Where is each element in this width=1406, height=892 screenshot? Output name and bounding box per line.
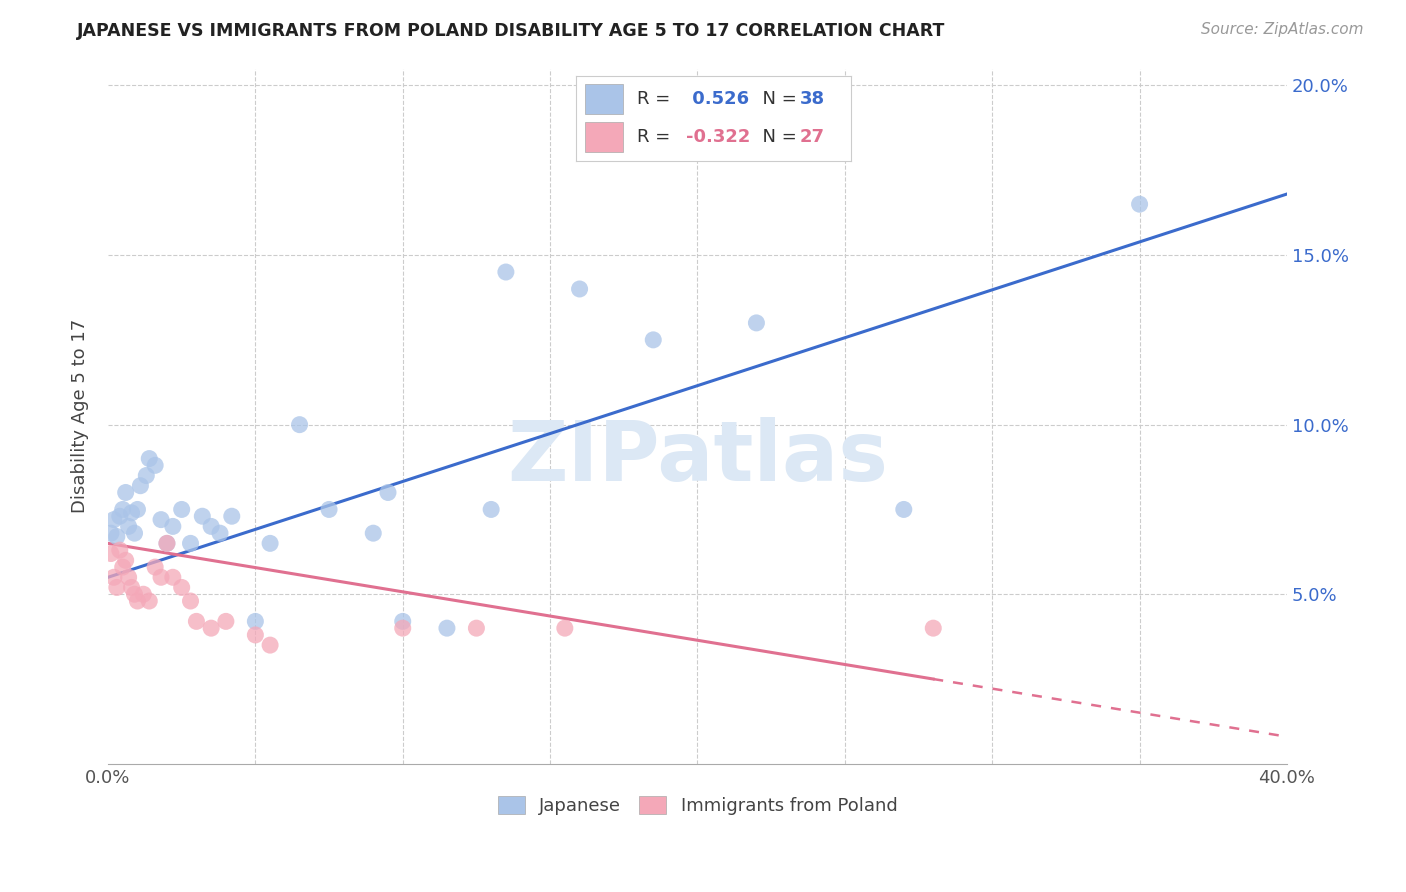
Point [361,526,384,541]
Point [318,502,340,516]
Point [922,621,945,635]
Bar [585,122,623,152]
Point [208,526,231,541]
Point [186,615,208,629]
Point [288,417,311,432]
Point [495,265,517,279]
Point [479,502,502,516]
Point [100,547,122,561]
Point [162,570,184,584]
Bar [585,85,623,114]
Text: N =: N = [751,90,801,108]
Point [138,594,160,608]
Point [156,536,179,550]
Point [391,621,413,635]
Point [108,543,131,558]
Point [465,621,488,635]
Point [259,536,281,550]
Point [643,333,665,347]
Text: JAPANESE VS IMMIGRANTS FROM POLAND DISABILITY AGE 5 TO 17 CORRELATION CHART: JAPANESE VS IMMIGRANTS FROM POLAND DISAB… [77,22,946,40]
Point [105,581,128,595]
Point [103,513,125,527]
Point [150,513,173,527]
Point [127,502,149,516]
Point [124,587,146,601]
Point [170,581,193,595]
Point [215,615,238,629]
Point [114,553,136,567]
Point [554,621,576,635]
Point [100,526,122,541]
Point [170,502,193,516]
Point [143,458,166,473]
Point [259,638,281,652]
Text: 0.526: 0.526 [686,90,749,108]
Point [114,485,136,500]
Point [111,560,134,574]
Point [568,282,591,296]
Point [129,479,152,493]
Point [127,594,149,608]
Point [893,502,915,516]
Text: Source: ZipAtlas.com: Source: ZipAtlas.com [1201,22,1364,37]
Point [138,451,160,466]
Text: N =: N = [751,128,801,145]
Point [391,615,413,629]
Text: -0.322: -0.322 [686,128,751,145]
Point [111,502,134,516]
Point [200,519,222,533]
Point [191,509,214,524]
Point [1129,197,1152,211]
Point [745,316,768,330]
Point [221,509,243,524]
Legend: Japanese, Immigrants from Poland: Japanese, Immigrants from Poland [488,787,907,824]
Point [117,570,139,584]
Point [180,536,202,550]
Point [156,536,179,550]
Point [117,519,139,533]
Text: 38: 38 [800,90,825,108]
Point [150,570,173,584]
Point [103,570,125,584]
Text: ZIPatlas: ZIPatlas [508,417,889,499]
Text: R =: R = [637,90,676,108]
Point [143,560,166,574]
Text: 27: 27 [800,128,825,145]
Point [108,509,131,524]
Point [132,587,155,601]
Point [200,621,222,635]
Text: R =: R = [637,128,676,145]
Point [245,615,267,629]
Point [162,519,184,533]
Y-axis label: Disability Age 5 to 17: Disability Age 5 to 17 [72,319,89,513]
Point [135,468,157,483]
Point [121,506,143,520]
Point [436,621,458,635]
Point [180,594,202,608]
Point [105,530,128,544]
Point [377,485,399,500]
Point [124,526,146,541]
Point [121,581,143,595]
Point [245,628,267,642]
